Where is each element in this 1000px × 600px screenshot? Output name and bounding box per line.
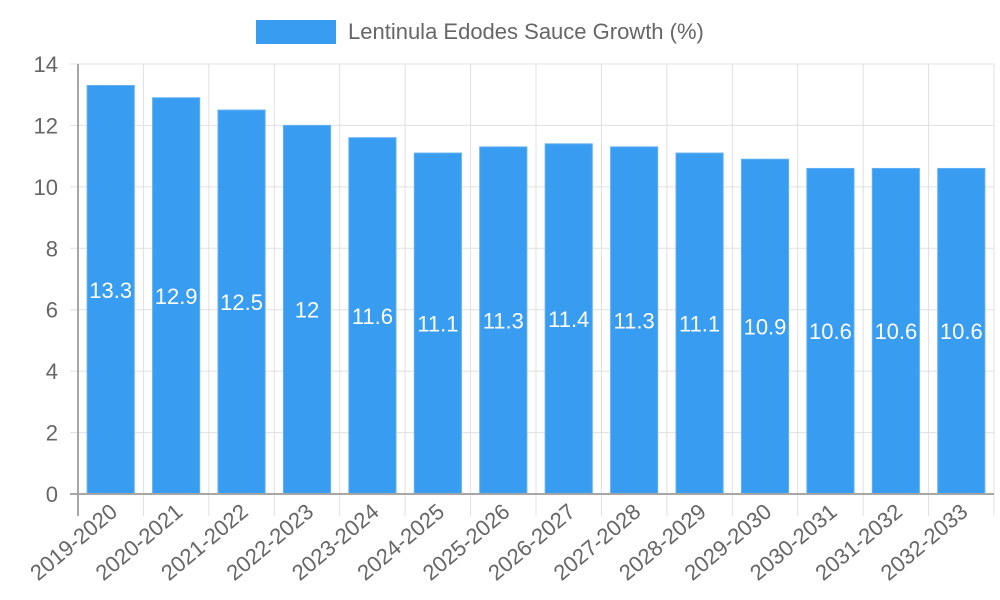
bar-2020-2021[interactable] — [152, 97, 201, 495]
legend-label: Lentinula Edodes Sauce Growth (%) — [348, 19, 704, 44]
bar-2024-2025[interactable] — [413, 152, 462, 495]
grid-lines — [70, 63, 995, 516]
bar-2026-2027[interactable] — [544, 143, 593, 495]
data-label: 11.4 — [548, 307, 589, 332]
data-label: 11.1 — [417, 312, 458, 337]
bar-2021-2022[interactable] — [217, 109, 266, 495]
y-tick-label: 12 — [34, 113, 58, 138]
bar-2027-2028[interactable] — [610, 146, 659, 495]
y-tick-label: 4 — [46, 359, 58, 384]
bar-2031-2032[interactable] — [871, 167, 920, 495]
bar-2022-2023[interactable] — [282, 124, 332, 495]
data-label: 12.9 — [155, 284, 198, 309]
data-label: 10.6 — [940, 319, 983, 344]
y-tick-label: 10 — [34, 175, 58, 200]
bar-2030-2031[interactable] — [806, 167, 855, 495]
data-label: 10.9 — [744, 315, 787, 340]
bar-2029-2030[interactable] — [740, 158, 790, 495]
legend-swatch — [256, 20, 336, 44]
bar-2023-2024[interactable] — [348, 137, 397, 495]
y-axis-ticks: 0 2 4 6 8 10 12 14 — [34, 52, 58, 507]
data-label: 10.6 — [874, 319, 917, 344]
data-label: 10.6 — [809, 319, 852, 344]
bar-2028-2029[interactable] — [675, 152, 724, 495]
data-label: 11.3 — [614, 308, 655, 333]
data-label: 11.3 — [483, 308, 524, 333]
bars — [86, 85, 986, 495]
bar-2025-2026[interactable] — [479, 146, 528, 495]
x-axis-ticks: 2019-20202020-20212021-20222022-20232023… — [25, 499, 972, 586]
legend[interactable]: Lentinula Edodes Sauce Growth (%) — [256, 19, 704, 44]
axes — [70, 64, 994, 516]
y-tick-label: 14 — [34, 52, 58, 77]
data-label: 11.1 — [679, 312, 720, 337]
bar-2019-2020[interactable] — [86, 85, 135, 495]
y-tick-label: 6 — [46, 298, 58, 323]
data-label: 12.5 — [220, 290, 263, 315]
y-tick-label: 2 — [46, 421, 58, 446]
data-label: 12 — [295, 298, 319, 323]
y-tick-label: 0 — [46, 482, 58, 507]
data-label: 13.3 — [89, 278, 132, 303]
data-label: 11.6 — [352, 304, 393, 329]
data-labels: 13.3 12.9 12.5 12 11.6 11.1 11.3 11.4 11.3 11.1 10… — [89, 278, 982, 344]
y-tick-label: 8 — [46, 236, 58, 261]
